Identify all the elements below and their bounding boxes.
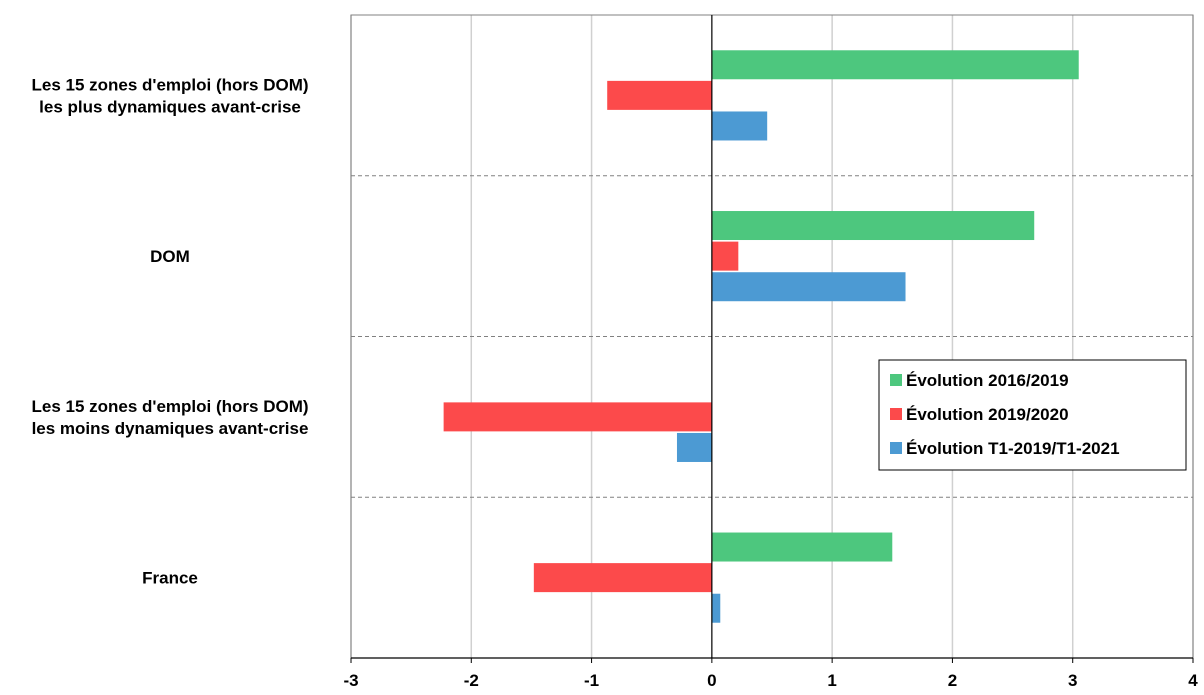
bar-series2-cat0 [711, 111, 768, 141]
x-tick-label-7: 4 [1188, 671, 1198, 690]
bar-series2-cat1 [711, 272, 906, 302]
legend-swatch-1 [890, 408, 902, 420]
bar-series1-cat2 [443, 402, 712, 432]
bar-series2-cat2 [676, 432, 712, 462]
legend-swatch-2 [890, 442, 902, 454]
category-labels: Les 15 zones d'emploi (hors DOM) les plus… [31, 75, 308, 587]
x-tick-label-4: 1 [827, 671, 836, 690]
category-label-0: Les 15 zones d'emploi (hors DOM) les plus… [31, 75, 308, 116]
category-label-2: Les 15 zones d'emploi (hors DOM) les moin… [31, 397, 308, 438]
bar-series1-cat1 [711, 241, 739, 271]
legend-label-1: Évolution 2019/2020 [906, 405, 1069, 424]
legend-label-2: Évolution T1-2019/T1-2021 [906, 439, 1120, 458]
x-tick-labels: -3 -2 -1 0 1 2 3 4 [343, 671, 1198, 690]
legend: Évolution 2016/2019 Évolution 2019/2020 Év… [878, 359, 1187, 471]
x-tick-label-2: -1 [584, 671, 599, 690]
bar-series2-cat3 [711, 593, 721, 623]
category-label-1: DOM [150, 247, 190, 266]
x-tick-label-1: -2 [464, 671, 479, 690]
legend-box [878, 359, 1187, 471]
bar-series1-cat0 [607, 80, 712, 110]
axes [350, 14, 1194, 663]
legend-swatch-0 [890, 374, 902, 386]
bar-series1-cat3 [533, 563, 712, 593]
category-label-3: France [142, 569, 198, 588]
x-tick-label-3: 0 [707, 671, 716, 690]
x-tick-label-0: -3 [343, 671, 358, 690]
category-separators [351, 175, 1193, 498]
bars [443, 50, 1079, 623]
bar-series0-cat3 [711, 532, 893, 562]
bar-series0-cat0 [711, 50, 1079, 80]
x-tick-label-6: 3 [1068, 671, 1077, 690]
bar-series0-cat1 [711, 211, 1035, 241]
x-tick-label-5: 2 [948, 671, 957, 690]
legend-label-0: Évolution 2016/2019 [906, 371, 1069, 390]
